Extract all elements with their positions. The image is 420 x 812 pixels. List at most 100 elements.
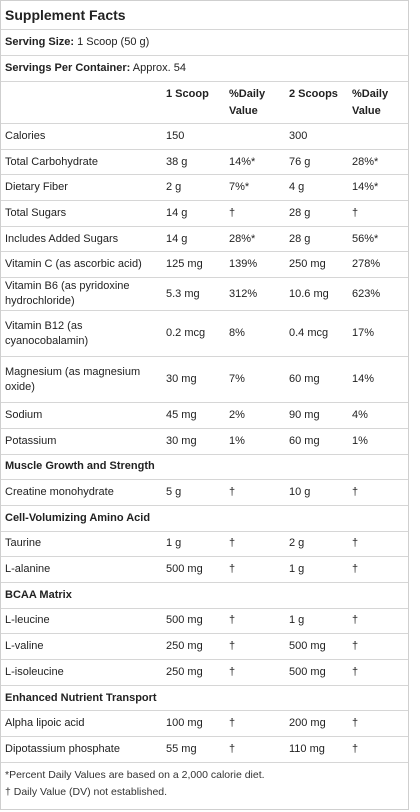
header-daily-value-1: %Daily Value xyxy=(229,88,266,117)
table-row: L-isoleucine 250 mg † 500 mg † xyxy=(1,660,408,686)
daily-value-2-scoops: 17% xyxy=(352,327,375,340)
amount-2-scoops: 60 mg xyxy=(289,373,320,386)
daily-value-2-scoops: † xyxy=(352,717,359,730)
servings-per-container-label: Servings Per Container: xyxy=(5,62,131,74)
amount-2-scoops: 1 g xyxy=(289,614,305,627)
nutrient-name: Vitamin B12 (as cyanocobalamin) xyxy=(5,319,89,347)
table-row: Includes Added Sugars 14 g 28%* 28 g 56%* xyxy=(1,227,408,253)
amount-2-scoops: 500 mg xyxy=(289,665,326,678)
header-daily-value-2: %Daily Value xyxy=(352,88,389,117)
amount-1-scoop: 500 mg xyxy=(166,614,203,627)
daily-value-2-scoops: 278% xyxy=(352,258,381,271)
daily-value-1-scoop: † xyxy=(229,614,236,627)
table-row: Alpha lipoic acid 100 mg † 200 mg † xyxy=(1,711,408,738)
daily-value-2-scoops: 28%* xyxy=(352,155,379,168)
nutrient-name: Creatine monohydrate xyxy=(5,486,114,499)
amount-2-scoops: 28 g xyxy=(289,206,311,219)
section-title: Enhanced Nutrient Transport xyxy=(5,691,157,704)
panel-title: Supplement Facts xyxy=(1,1,408,30)
table-row: Vitamin B6 (as pyridoxine hydrochloride)… xyxy=(1,278,408,312)
nutrient-name: L-alanine xyxy=(5,563,51,576)
amount-1-scoop: 2 g xyxy=(166,181,182,194)
daily-value-1-scoop: † xyxy=(229,486,236,499)
amount-2-scoops: 1 g xyxy=(289,563,305,576)
amount-1-scoop: 125 mg xyxy=(166,258,203,271)
table-header: 1 Scoop %Daily Value 2 Scoops %Daily Val… xyxy=(1,82,408,124)
daily-value-2-scoops: † xyxy=(352,486,359,499)
table-row: Sodium 45 mg 2% 90 mg 4% xyxy=(1,403,408,429)
amount-2-scoops: 90 mg xyxy=(289,408,320,421)
table-row: Magnesium (as magnesium oxide) 30 mg 7% 60 … xyxy=(1,357,408,404)
nutrient-name: Dipotassium phosphate xyxy=(5,742,120,755)
daily-value-2-scoops: † xyxy=(352,206,359,219)
daily-value-1-scoop: 7%* xyxy=(229,181,250,194)
amount-1-scoop: 30 mg xyxy=(166,373,197,386)
supplement-facts-panel: Supplement Facts Serving Size: 1 Scoop (… xyxy=(0,0,409,810)
daily-value-1-scoop: 28%* xyxy=(229,232,256,245)
nutrient-name: L-valine xyxy=(5,640,44,653)
facts-table: 1 Scoop %Daily Value 2 Scoops %Daily Val… xyxy=(1,82,408,763)
table-row: Calories 150 300 xyxy=(1,124,408,150)
nutrient-name: Dietary Fiber xyxy=(5,181,68,194)
table-row: Vitamin C (as ascorbic acid) 125 mg 139% 25… xyxy=(1,252,408,279)
table-row: Total Sugars 14 g † 28 g † xyxy=(1,201,408,227)
table-row: Potassium 30 mg 1% 60 mg 1% xyxy=(1,429,408,455)
table-row: Taurine 1 g † 2 g † xyxy=(1,532,408,558)
daily-value-1-scoop: † xyxy=(229,640,236,653)
daily-value-2-scoops: 1% xyxy=(352,434,368,447)
amount-2-scoops: 10.6 mg xyxy=(289,287,329,300)
footnote-not-established: † Daily Value (DV) not established. xyxy=(5,785,168,798)
amount-1-scoop: 14 g xyxy=(166,206,188,219)
table-row: Creatine monohydrate 5 g † 10 g † xyxy=(1,480,408,506)
daily-value-1-scoop: † xyxy=(229,537,236,550)
header-1-scoop: 1 Scoop xyxy=(166,88,209,100)
amount-2-scoops: 0.4 mcg xyxy=(289,327,329,340)
amount-1-scoop: 500 mg xyxy=(166,563,203,576)
serving-size-value: 1 Scoop (50 g) xyxy=(74,36,150,48)
amount-1-scoop: 1 g xyxy=(166,537,182,550)
section-title: Muscle Growth and Strength xyxy=(5,460,155,473)
amount-1-scoop: 250 mg xyxy=(166,665,203,678)
footnote-daily-value: *Percent Daily Values are based on a 2,0… xyxy=(5,768,265,781)
daily-value-1-scoop: 2% xyxy=(229,408,245,421)
nutrient-name: Calories xyxy=(5,129,46,142)
amount-2-scoops: 28 g xyxy=(289,232,311,245)
daily-value-2-scoops: 623% xyxy=(352,287,381,300)
daily-value-2-scoops: 56%* xyxy=(352,232,379,245)
amount-1-scoop: 5 g xyxy=(166,486,182,499)
table-row: Dipotassium phosphate 55 mg † 110 mg † xyxy=(1,737,408,763)
daily-value-2-scoops: † xyxy=(352,537,359,550)
nutrient-name: Alpha lipoic acid xyxy=(5,717,85,730)
daily-value-2-scoops: † xyxy=(352,563,359,576)
nutrient-name: Total Sugars xyxy=(5,206,67,219)
table-row: L-valine 250 mg † 500 mg † xyxy=(1,634,408,660)
section-header-row: BCAA Matrix xyxy=(1,583,408,609)
footnotes: *Percent Daily Values are based on a 2,0… xyxy=(1,763,408,801)
amount-2-scoops: 4 g xyxy=(289,181,305,194)
daily-value-1-scoop: 7% xyxy=(229,373,245,386)
daily-value-1-scoop: † xyxy=(229,717,236,730)
section-header-row: Enhanced Nutrient Transport xyxy=(1,686,408,712)
daily-value-2-scoops: † xyxy=(352,742,359,755)
table-row: L-alanine 500 mg † 1 g † xyxy=(1,557,408,583)
amount-1-scoop: 45 mg xyxy=(166,408,197,421)
daily-value-2-scoops: 14% xyxy=(352,373,375,386)
nutrient-name: Taurine xyxy=(5,537,42,550)
nutrient-name: Total Carbohydrate xyxy=(5,155,98,168)
nutrient-name: L-isoleucine xyxy=(5,665,64,678)
amount-1-scoop: 30 mg xyxy=(166,434,197,447)
nutrient-name: Sodium xyxy=(5,408,43,421)
daily-value-1-scoop: † xyxy=(229,665,236,678)
nutrient-name: Vitamin C (as ascorbic acid) xyxy=(5,258,142,271)
amount-1-scoop: 55 mg xyxy=(166,742,197,755)
amount-2-scoops: 300 xyxy=(289,129,308,142)
amount-1-scoop: 38 g xyxy=(166,155,188,168)
amount-2-scoops: 500 mg xyxy=(289,640,326,653)
serving-size-row: Serving Size: 1 Scoop (50 g) xyxy=(1,30,408,56)
header-2-scoops: 2 Scoops xyxy=(289,88,338,100)
table-row: Vitamin B12 (as cyanocobalamin) 0.2 mcg 8%… xyxy=(1,311,408,358)
daily-value-2-scoops: 4% xyxy=(352,408,368,421)
nutrient-name: L-leucine xyxy=(5,614,50,627)
amount-2-scoops: 110 mg xyxy=(289,742,325,755)
daily-value-1-scoop: 139% xyxy=(229,258,258,271)
